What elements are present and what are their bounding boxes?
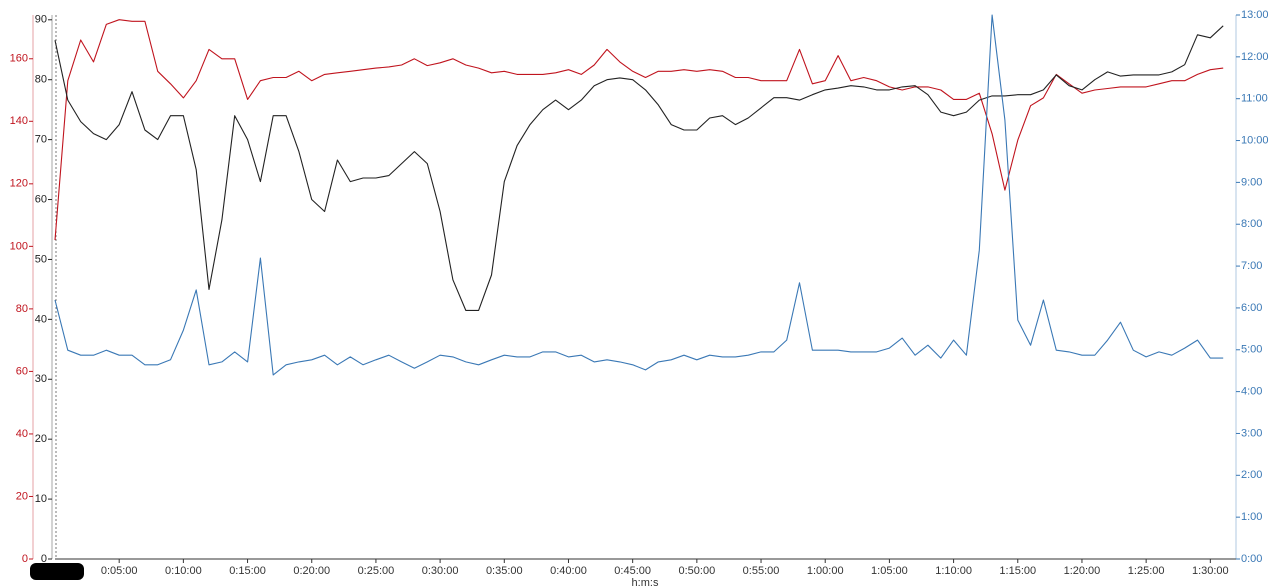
y-tick-label: 50: [35, 253, 47, 265]
y2-tick-label: 8:00: [1241, 218, 1262, 230]
x-tick-label: 0:15:00: [229, 565, 266, 577]
x-tick-label: 0:55:00: [743, 565, 780, 577]
x-tick-label: 0:40:00: [550, 565, 587, 577]
series-line: [54, 25, 1224, 311]
y-tick-label: 60: [35, 193, 47, 205]
y-tick-label: 0: [41, 553, 47, 565]
y-tick-label: 70: [35, 134, 47, 146]
series-line: [54, 19, 1224, 241]
y2-tick-label: 2:00: [1241, 469, 1262, 481]
x-tick-label: 0:50:00: [678, 565, 715, 577]
y2-tick-label: 1:00: [1241, 511, 1262, 523]
y-tick-label: 20: [35, 433, 47, 445]
y2-tick-label: 10:00: [1241, 134, 1269, 146]
y2-tick-label: 7:00: [1241, 260, 1262, 272]
y-tick-label: 10: [35, 493, 47, 505]
x-tick-label: 0:10:00: [165, 565, 202, 577]
y-tick-label: 30: [35, 373, 47, 385]
x-tick-label: 1:00:00: [807, 565, 844, 577]
x-axis-label: h:m:s: [632, 577, 659, 587]
y2-tick-label: 11:00: [1241, 93, 1268, 105]
x-tick-label: 1:15:00: [999, 565, 1036, 577]
y-tick-label: 20: [16, 490, 28, 502]
y2-tick-label: 13:00: [1241, 9, 1269, 21]
y-tick-label: 60: [16, 365, 28, 377]
x-tick-label: 1:20:00: [1064, 565, 1101, 577]
x-tick-label: 0:35:00: [486, 565, 523, 577]
y-tick-label: 0: [22, 553, 28, 565]
x-tick-label: 0:20:00: [293, 565, 330, 577]
x-tick-label: 0:25:00: [358, 565, 395, 577]
y2-tick-label: 12:00: [1241, 51, 1269, 63]
x-tick-label: 0:30:00: [422, 565, 459, 577]
x-tick-label: 0:45:00: [614, 565, 651, 577]
y-tick-label: 100: [10, 240, 28, 252]
x-tick-label: 1:10:00: [935, 565, 972, 577]
y-tick-label: 90: [35, 14, 47, 26]
y-tick-label: 40: [16, 428, 28, 440]
y2-tick-label: 9:00: [1241, 176, 1262, 188]
y-tick-label: 120: [10, 178, 28, 190]
y2-tick-label: 5:00: [1241, 344, 1262, 356]
y2-tick-label: 3:00: [1241, 427, 1262, 439]
x-tick-label: 1:25:00: [1128, 565, 1165, 577]
y-tick-label: 160: [10, 53, 28, 65]
redacted-box: [30, 563, 84, 580]
y-tick-label: 140: [10, 115, 28, 127]
x-tick-label: 1:05:00: [871, 565, 908, 577]
y-tick-label: 80: [35, 74, 47, 86]
series-line: [54, 14, 1224, 376]
y2-tick-label: 0:00: [1241, 553, 1262, 565]
x-tick-label: 1:30:00: [1192, 565, 1229, 577]
y-tick-label: 80: [16, 303, 28, 315]
y2-tick-label: 6:00: [1241, 302, 1262, 314]
y2-tick-label: 4:00: [1241, 386, 1262, 398]
x-tick-label: 0:05:00: [101, 565, 138, 577]
y-tick-label: 40: [35, 313, 47, 325]
